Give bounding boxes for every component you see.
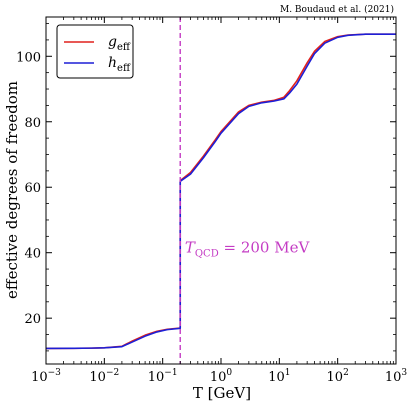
- x-tick-label: 10−2: [89, 368, 119, 385]
- x-tick-label: 102: [327, 368, 349, 385]
- x-tick-label: 10−1: [148, 368, 178, 385]
- y-tick-label: 80: [24, 116, 41, 131]
- series-line-g-eff: [45, 33, 396, 350]
- y-axis-ticks: 20 40 60 80 100: [16, 23, 396, 352]
- x-axis-title-text: T [GeV]: [193, 384, 251, 402]
- x-tick-label: 101: [268, 368, 290, 385]
- tqcd-annotation: TQCD = 200 MeV: [185, 239, 311, 260]
- series-line-h-eff: [45, 33, 396, 350]
- x-tick-label: 10−3: [31, 368, 61, 385]
- y-tick-label: 40: [24, 247, 41, 262]
- y-tick-label: 100: [16, 50, 41, 65]
- chart-credit: M. Boudaud et al. (2021): [280, 4, 394, 15]
- legend-label-g-eff: geff: [108, 34, 131, 53]
- legend-box: [56, 24, 134, 79]
- legend: geff heff: [56, 24, 134, 79]
- x-tick-label: 103: [385, 368, 408, 385]
- x-axis-ticks: 10−3 10−2 10−1 100 101 102 103: [31, 17, 407, 385]
- y-tick-label: 60: [24, 181, 41, 196]
- x-tick-label: 100: [210, 368, 233, 385]
- legend-label-h-eff: heff: [108, 55, 131, 74]
- x-axis-title: T [GeV]: [193, 384, 251, 402]
- y-axis-title: effective degrees of freedom: [3, 81, 21, 299]
- series-layer: [45, 33, 396, 350]
- y-tick-label: 20: [24, 312, 41, 327]
